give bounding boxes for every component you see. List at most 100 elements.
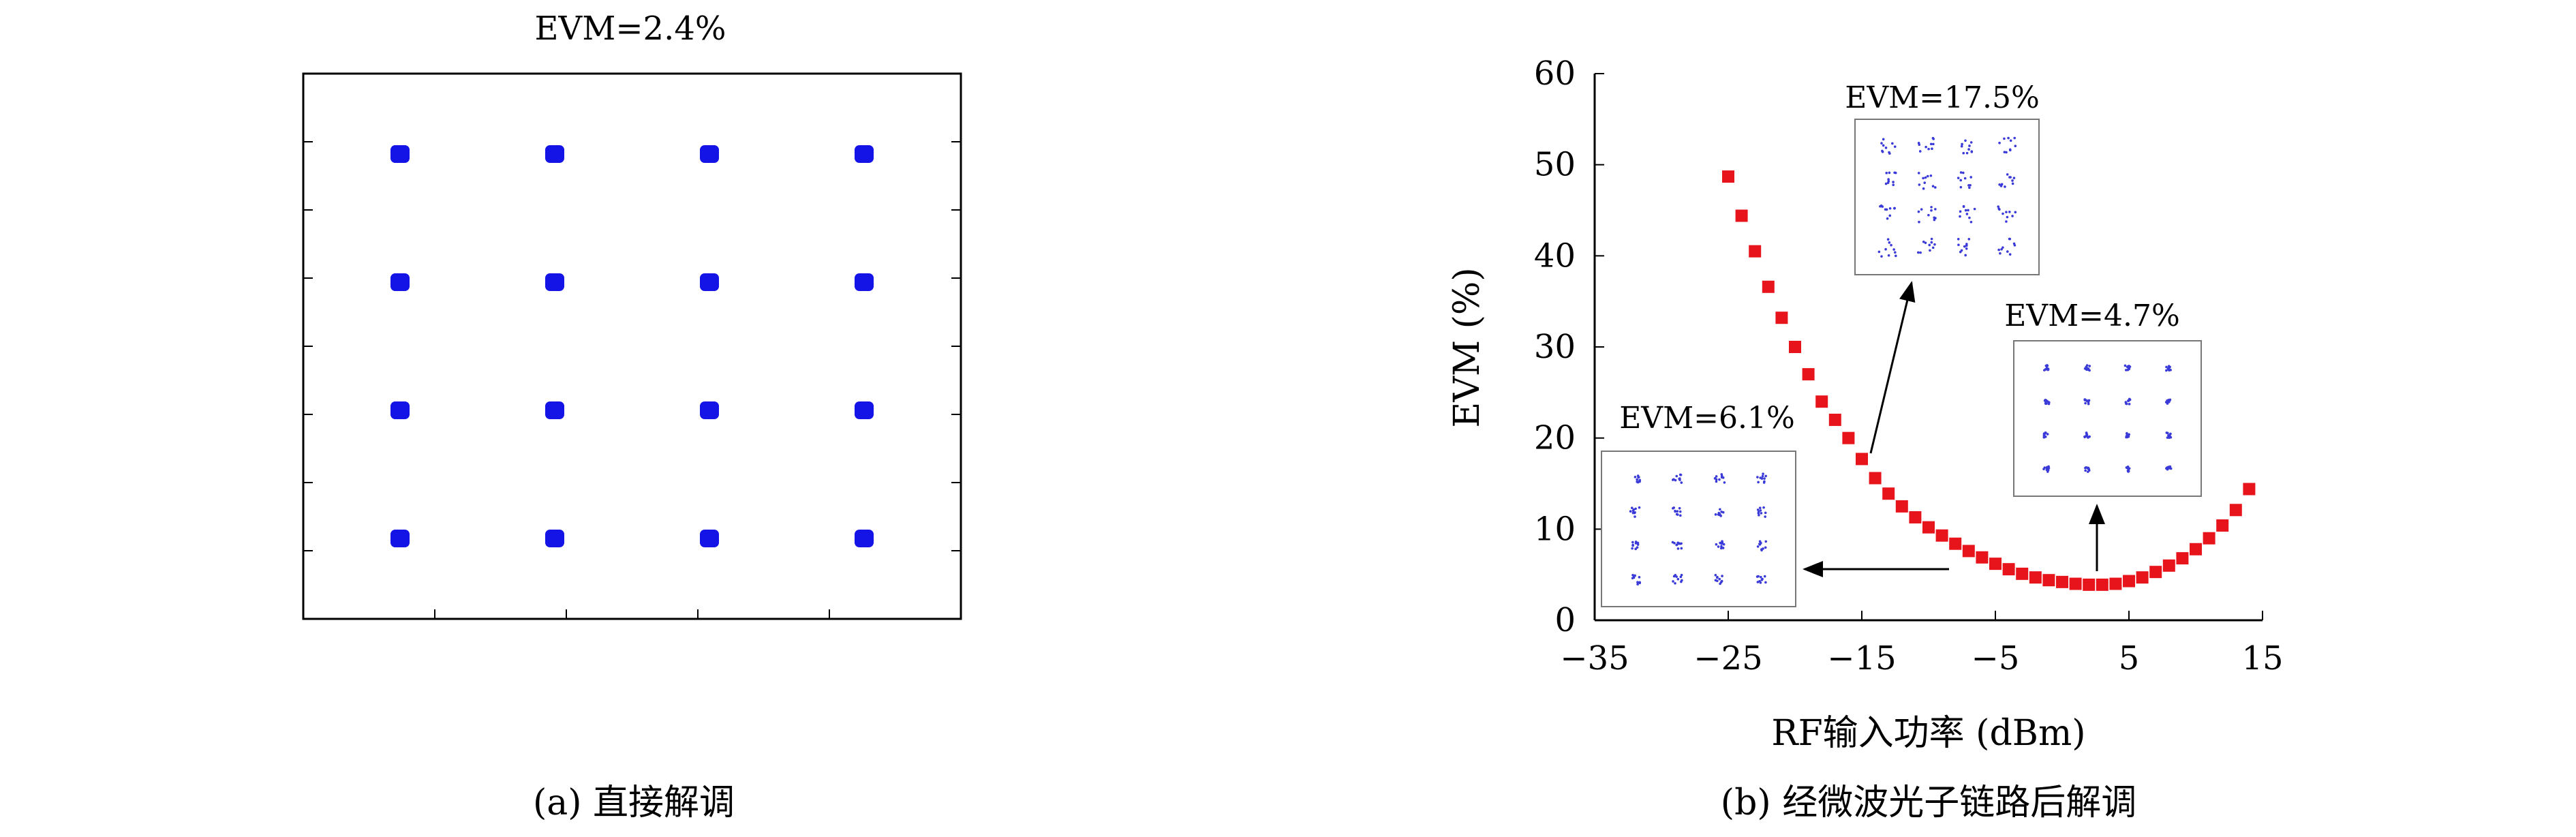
- inset-constellation-point: [2007, 136, 2010, 140]
- inset-constellation-point: [1893, 251, 1897, 254]
- inset-constellation-point: [1880, 142, 1883, 144]
- inset-constellation-point: [1933, 243, 1936, 246]
- constellation-point: [390, 530, 410, 547]
- inset-constellation-point: [1631, 509, 1635, 513]
- inset-constellation-point: [2087, 401, 2090, 404]
- inset-constellation-point: [2167, 434, 2170, 437]
- panel-a: EVM=2.4% (a) 直接解调: [302, 10, 962, 823]
- x-tick-label: −35: [1560, 639, 1629, 678]
- inset-constellation-point: [1998, 183, 2001, 186]
- inset-constellation-point: [2008, 237, 2012, 241]
- inset-1-constellation: [1877, 136, 2017, 258]
- inset-constellation-point: [2125, 466, 2128, 469]
- inset-constellation-point: [1967, 209, 1969, 212]
- inset-constellation-point: [1959, 185, 1963, 189]
- inset-constellation-point: [1719, 547, 1723, 550]
- inset-constellation-point: [1932, 142, 1935, 146]
- constellation-point: [545, 273, 564, 291]
- inset-constellation-point: [1718, 577, 1721, 581]
- inset-constellation-point: [1999, 252, 2002, 255]
- inset-evm-4-7: EVM=4.7%: [2004, 299, 2202, 497]
- inset-constellation-point: [2128, 365, 2132, 368]
- inset-constellation-point: [1877, 250, 1881, 254]
- inset-constellation-point: [1965, 247, 1968, 250]
- inset-constellation-point: [1922, 187, 1925, 190]
- inset-constellation-point: [1962, 204, 1965, 208]
- inset-constellation-point: [1969, 141, 1973, 144]
- inset-constellation-point: [2044, 368, 2047, 371]
- inset-constellation-point: [1720, 474, 1723, 477]
- inset-constellation-point: [1961, 142, 1963, 146]
- inset-constellation-point: [1918, 183, 1921, 186]
- inset-constellation-point: [1881, 150, 1884, 153]
- inset-constellation-point: [2084, 469, 2087, 472]
- panel-a-constellation: [390, 145, 874, 547]
- inset-constellation-point: [1924, 241, 1927, 245]
- inset-constellation-point: [1931, 147, 1933, 151]
- evm-data-point: [2056, 575, 2068, 588]
- inset-constellation-point: [2013, 244, 2017, 247]
- inset-constellation-point: [2083, 367, 2087, 370]
- evm-data-point: [1842, 431, 1855, 444]
- inset-constellation-point: [1721, 575, 1723, 577]
- inset-constellation-point: [1636, 478, 1638, 481]
- inset-constellation-point: [2046, 433, 2049, 436]
- y-tick-label: 40: [1534, 237, 1576, 275]
- evm-data-point: [2109, 577, 2122, 590]
- inset-constellation-point: [2011, 182, 2014, 185]
- evm-data-point: [2083, 578, 2096, 591]
- inset-constellation-point: [1919, 251, 1922, 254]
- inset-constellation-point: [1927, 147, 1930, 151]
- inset-constellation-point: [1917, 172, 1920, 174]
- constellation-point: [545, 145, 564, 163]
- arrow-to-inset-1: [1869, 281, 1916, 454]
- inset-constellation-point: [2046, 470, 2049, 473]
- inset-constellation-point: [1997, 205, 2000, 208]
- inset-constellation-point: [1758, 506, 1762, 509]
- panel-a-ticks: [303, 141, 961, 619]
- inset-constellation-point: [1933, 218, 1936, 222]
- inset-constellation-point: [1932, 138, 1935, 140]
- inset-constellation-point: [1918, 143, 1921, 147]
- inset-constellation-point: [2042, 436, 2046, 439]
- inset-constellation-point: [2168, 399, 2171, 402]
- inset-constellation-point: [1634, 541, 1638, 543]
- inset-constellation-point: [1717, 545, 1720, 548]
- inset-constellation-point: [1636, 546, 1639, 549]
- inset-constellation-point: [1674, 582, 1676, 585]
- inset-constellation-point: [2005, 211, 2008, 213]
- inset-constellation-point: [2127, 368, 2130, 371]
- y-tick-label: 10: [1534, 510, 1576, 548]
- inset-constellation-point: [1967, 148, 1970, 151]
- inset-constellation-point: [2046, 364, 2049, 367]
- inset-constellation-point: [1714, 513, 1717, 516]
- inset-constellation-point: [1721, 476, 1725, 479]
- inset-constellation-point: [1918, 150, 1922, 153]
- constellation-point: [855, 145, 874, 163]
- evm-data-point: [1722, 170, 1734, 183]
- inset-constellation-point: [2012, 177, 2016, 179]
- panel-b-series: [1722, 170, 2256, 591]
- y-tick-label: 0: [1554, 601, 1576, 639]
- panel-b-ylabel: EVM (%): [1447, 267, 1488, 427]
- inset-constellation-point: [2085, 431, 2088, 434]
- inset-constellation-point: [1962, 171, 1965, 174]
- evm-data-point: [1962, 545, 1975, 558]
- evm-data-point: [1895, 500, 1908, 513]
- inset-constellation-point: [1882, 138, 1885, 141]
- panel-b-x-ticks: −35 −25 −15 −5 5 15: [1560, 611, 2284, 678]
- inset-constellation-point: [1720, 545, 1723, 548]
- inset-constellation-point: [2169, 436, 2173, 439]
- inset-constellation-point: [2014, 211, 2017, 214]
- inset-constellation-point: [1632, 575, 1636, 577]
- inset-constellation-point: [2005, 151, 2008, 154]
- evm-data-point: [2149, 566, 2162, 579]
- inset-1-label: EVM=17.5%: [1845, 80, 2040, 115]
- inset-constellation-point: [1636, 581, 1639, 583]
- inset-constellation-point: [1764, 546, 1767, 549]
- inset-constellation-point: [1882, 144, 1885, 147]
- inset-constellation-point: [1969, 220, 1973, 224]
- inset-constellation-point: [1755, 575, 1759, 578]
- inset-constellation-point: [1715, 478, 1718, 481]
- inset-constellation-point: [1967, 238, 1971, 241]
